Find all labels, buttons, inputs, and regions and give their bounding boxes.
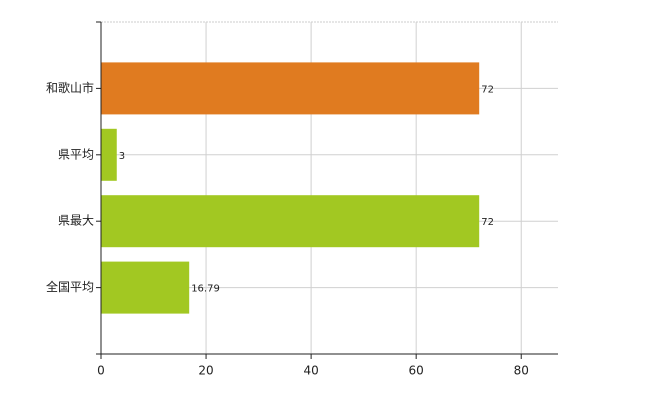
y-tick-label: 県平均 xyxy=(58,147,94,161)
x-tick-label: 40 xyxy=(303,364,318,378)
bar xyxy=(101,128,117,181)
x-tick-label: 80 xyxy=(514,364,529,378)
x-tick-label: 60 xyxy=(409,364,424,378)
y-tick-label: 県最大 xyxy=(58,214,94,228)
value-label: 72 xyxy=(481,217,494,228)
value-label: 72 xyxy=(481,84,494,95)
x-tick-label: 20 xyxy=(198,364,213,378)
bar xyxy=(101,195,480,248)
x-tick-label: 0 xyxy=(97,364,105,378)
bar xyxy=(101,261,190,314)
value-label: 3 xyxy=(119,151,125,162)
bar xyxy=(101,62,480,115)
y-tick-label: 全国平均 xyxy=(46,279,94,294)
value-label: 16.79 xyxy=(191,284,220,295)
y-tick-label: 和歌山市 xyxy=(46,80,94,95)
